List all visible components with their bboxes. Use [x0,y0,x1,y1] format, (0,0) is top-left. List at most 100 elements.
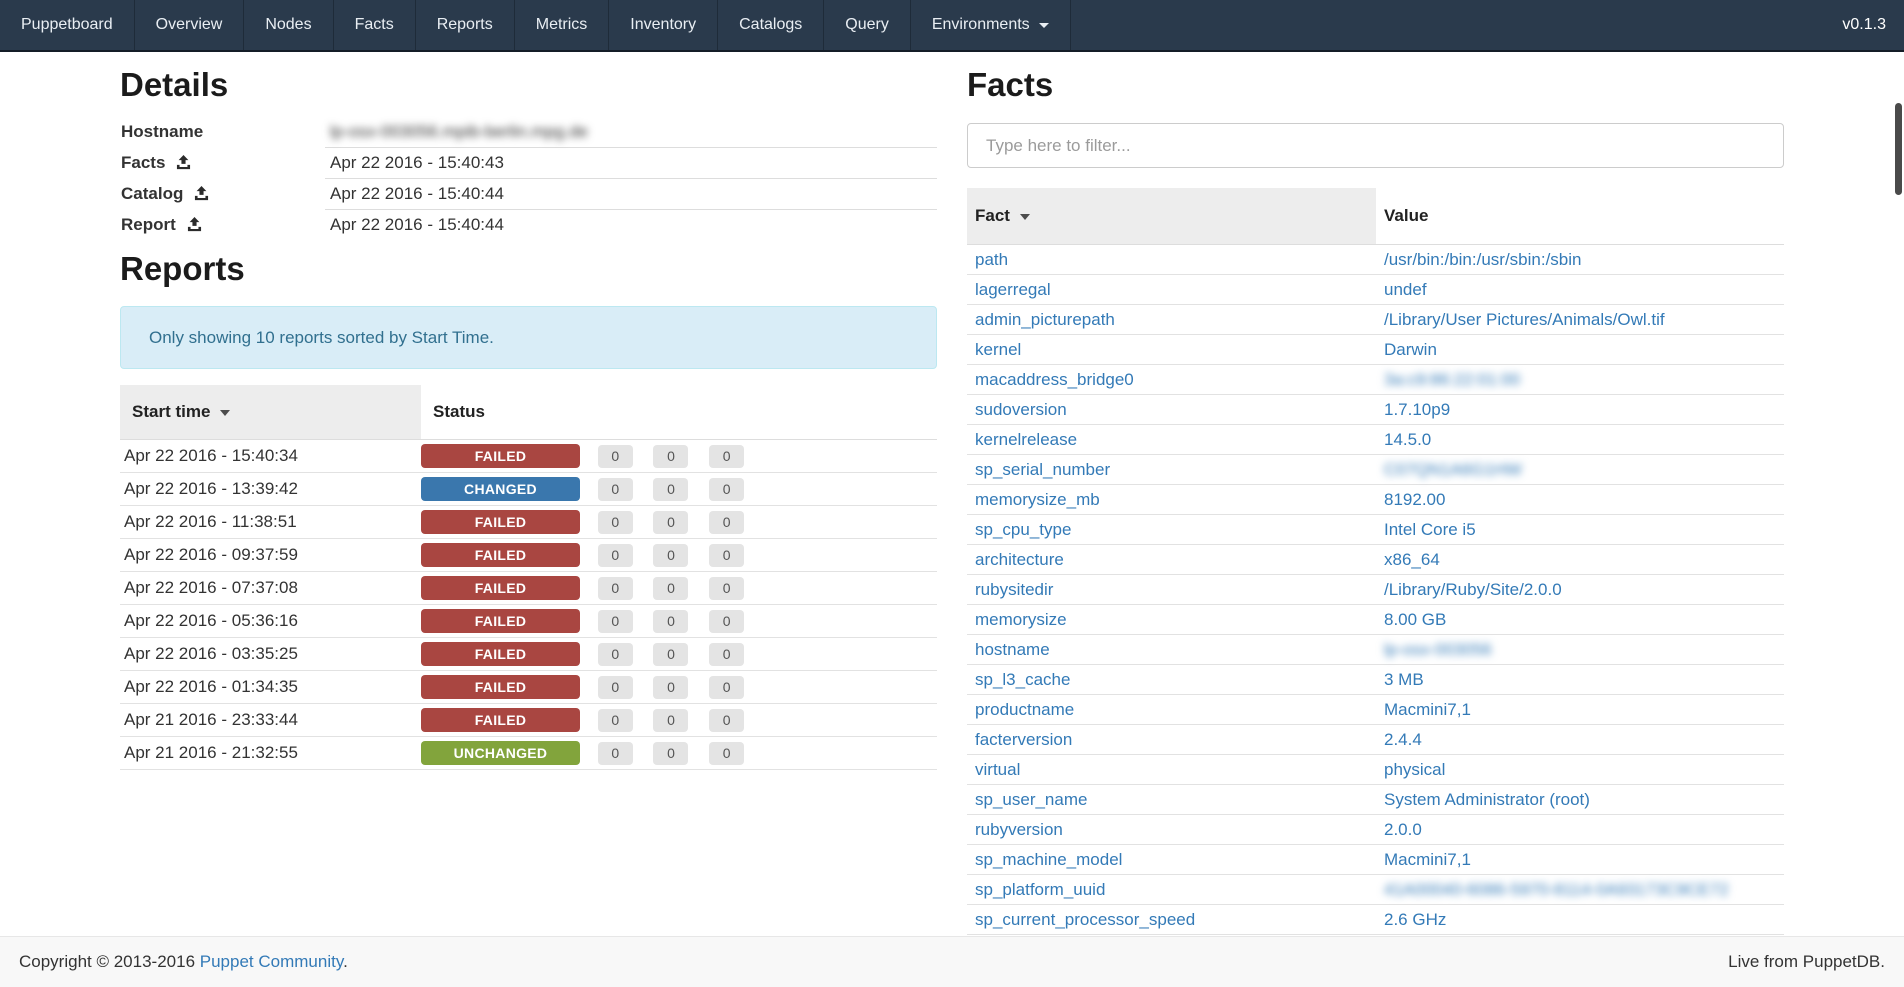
fact-name-link[interactable]: kernelrelease [975,429,1078,449]
nav-item-catalogs[interactable]: Catalogs [718,0,825,50]
count-badge: 0 [709,741,745,765]
details-row-value: Apr 22 2016 - 15:40:44 [325,178,937,209]
facts-header-value[interactable]: Value [1376,188,1784,245]
fact-name-link[interactable]: productname [975,699,1075,719]
facts-header-fact-label: Fact [975,206,1010,225]
fact-value-link[interactable]: undef [1384,279,1427,299]
fact-name-link[interactable]: sp_user_name [975,789,1088,809]
fact-name-link[interactable]: admin_picturepath [975,309,1115,329]
fact-row: rubysitedir /Library/Ruby/Site/2.0.0 [967,574,1784,605]
reports-header-start-time[interactable]: Start time [120,385,421,440]
fact-value-link[interactable]: lp-osx-003056 [1384,639,1492,659]
fact-name-link[interactable]: path [975,249,1009,269]
fact-name-link[interactable]: sp_l3_cache [975,669,1071,689]
fact-value-link[interactable]: Darwin [1384,339,1437,359]
count-badge: 0 [709,576,745,600]
fact-value-link[interactable]: physical [1384,759,1446,779]
sort-caret-icon [220,409,231,416]
reports-notice: Only showing 10 reports sorted by Start … [120,306,937,369]
fact-name-link[interactable]: kernel [975,339,1022,359]
fact-name-link[interactable]: memorysize [975,609,1067,629]
nav-item-label: Environments [931,16,1030,33]
details-row-label: Facts [121,152,166,172]
fact-row: kernelrelease 14.5.0 [967,424,1784,455]
chevron-down-icon [1038,22,1049,28]
report-start-time: Apr 22 2016 - 05:36:16 [120,604,421,638]
fact-name-link[interactable]: sp_machine_model [975,849,1123,869]
fact-value-link[interactable]: 41A00040-6086-5970-8114-0A93173C9CE72 [1384,879,1729,899]
fact-value-link[interactable]: System Administrator (root) [1384,789,1590,809]
count-badge: 0 [709,642,745,666]
fact-name-link[interactable]: sudoversion [975,399,1067,419]
puppet-community-link[interactable]: Puppet Community [199,952,344,971]
count-badge: 0 [709,477,745,501]
fact-value-link[interactable]: 3a:c9:86:22:01:00 [1384,369,1521,389]
reports-title: Reports [120,250,245,287]
facts-filter-input[interactable] [967,123,1784,168]
fact-name-link[interactable]: lagerregal [975,279,1051,299]
fact-name-link[interactable]: sp_current_processor_speed [975,909,1196,929]
reports-header-start-time-label: Start time [132,402,211,421]
nav-brand-puppetboard[interactable]: Puppetboard [0,0,135,50]
fact-name-link[interactable]: rubysitedir [975,579,1054,599]
report-start-time: Apr 22 2016 - 09:37:59 [120,538,421,572]
fact-value-link[interactable]: x86_64 [1384,549,1440,569]
fact-value-link[interactable]: 2.0.0 [1384,819,1422,839]
facts-header-value-label: Value [1384,206,1429,225]
fact-name-link[interactable]: memorysize_mb [975,489,1100,509]
report-start-time: Apr 22 2016 - 13:39:42 [120,472,421,506]
status-badge: FAILED [421,543,580,567]
fact-name-link[interactable]: rubyversion [975,819,1063,839]
fact-value-link[interactable]: /Library/Ruby/Site/2.0.0 [1384,579,1562,599]
fact-name-link[interactable]: macaddress_bridge0 [975,369,1134,389]
status-badge: FAILED [421,642,580,666]
nav-item-environments[interactable]: Environments [911,0,1071,50]
fact-value-link[interactable]: 8192.00 [1384,489,1446,509]
count-badge: 0 [597,609,633,633]
copyright-prefix: Copyright © 2013-2016 [19,952,200,971]
fact-name-link[interactable]: sp_cpu_type [975,519,1072,539]
nav-item-facts[interactable]: Facts [334,0,416,50]
scrollbar-thumb[interactable] [1895,103,1902,195]
fact-name-link[interactable]: hostname [975,639,1050,659]
nav-item-overview[interactable]: Overview [135,0,245,50]
fact-name-link[interactable]: facterversion [975,729,1073,749]
count-badge: 0 [653,576,689,600]
fact-value-link[interactable]: Macmini7,1 [1384,699,1471,719]
fact-row: sp_cpu_type Intel Core i5 [967,514,1784,545]
fact-value-link[interactable]: 8.00 GB [1384,609,1447,629]
fact-value-link[interactable]: 14.5.0 [1384,429,1432,449]
status-badge: FAILED [421,576,580,600]
fact-value-link[interactable]: /Library/User Pictures/Animals/Owl.tif [1384,309,1665,329]
fact-value-link[interactable]: 3 MB [1384,669,1424,689]
fact-name-link[interactable]: sp_platform_uuid [975,879,1106,899]
nav-item-label: Inventory [630,16,697,33]
fact-value-link[interactable]: 2.6 GHz [1384,909,1447,929]
fact-value-link[interactable]: 1.7.10p9 [1384,399,1451,419]
fact-value-link[interactable]: Macmini7,1 [1384,849,1471,869]
nav-item-label: Nodes [265,16,312,33]
count-badge: 0 [653,675,689,699]
fact-value-link[interactable]: /usr/bin:/bin:/usr/sbin:/sbin [1384,249,1582,269]
fact-row: productname Macmini7,1 [967,694,1784,725]
reports-header-status-label: Status [433,402,485,421]
nav-item-metrics[interactable]: Metrics [515,0,610,50]
facts-column: Facts Fact Value path /usr/bin:/bin:/usr… [967,66,1784,935]
fact-row: admin_picturepath /Library/User Pictures… [967,304,1784,335]
nav-item-query[interactable]: Query [824,0,911,50]
count-badge: 0 [653,510,689,534]
fact-value-link[interactable]: 2.4.4 [1384,729,1422,749]
nav-item-reports[interactable]: Reports [416,0,515,50]
fact-value-link[interactable]: C07QN1A6G1HW [1384,459,1522,479]
facts-header-fact[interactable]: Fact [967,188,1376,245]
fact-name-link[interactable]: sp_serial_number [975,459,1111,479]
sort-caret-icon [1019,213,1030,220]
nav-item-nodes[interactable]: Nodes [244,0,334,50]
fact-name-link[interactable]: architecture [975,549,1064,569]
reports-header-status[interactable]: Status [421,385,937,440]
fact-value-link[interactable]: Intel Core i5 [1384,519,1476,539]
nav-item-inventory[interactable]: Inventory [609,0,719,50]
report-start-time: Apr 21 2016 - 23:33:44 [120,703,421,737]
fact-row: architecture x86_64 [967,544,1784,575]
fact-name-link[interactable]: virtual [975,759,1021,779]
